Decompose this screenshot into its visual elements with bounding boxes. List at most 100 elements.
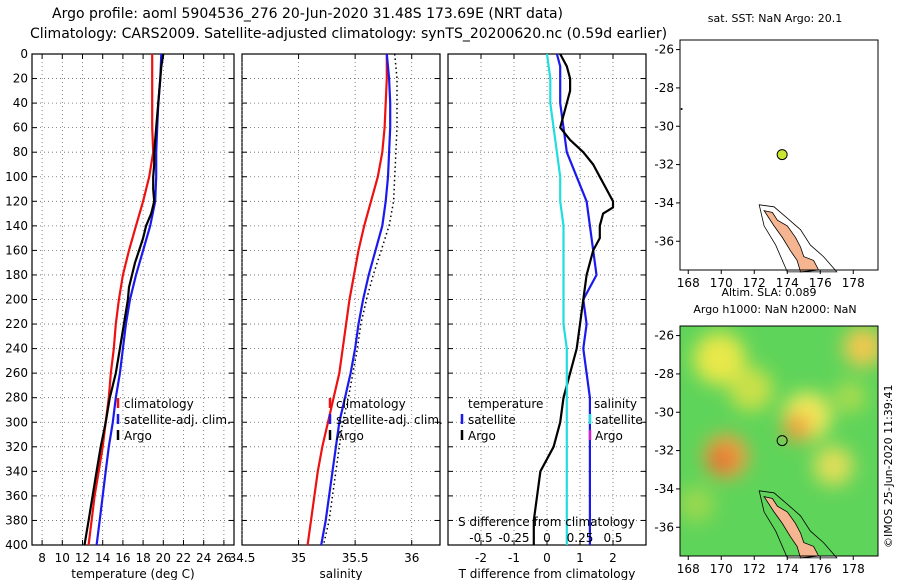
x-axis-label: salinity <box>319 567 362 580</box>
argo-float-marker <box>776 149 788 161</box>
legend-label: Argo <box>468 429 496 443</box>
y-tick-label: 140 <box>5 219 28 233</box>
sla-blob <box>833 380 866 413</box>
sla-field <box>680 327 878 523</box>
y-tick-label: 380 <box>5 513 28 527</box>
coast-contour <box>758 204 838 273</box>
sla-blob <box>843 327 878 368</box>
legend-label: climatology <box>124 397 194 411</box>
coast-contour <box>758 490 838 559</box>
sla-blob <box>693 332 746 385</box>
lon-tick-label: 168 <box>677 562 700 576</box>
title-line-1: Argo profile: aoml 5904536_276 20-Jun-20… <box>52 6 564 22</box>
x-tick-label: 26 <box>216 551 231 565</box>
x-tick-label: 35.5 <box>342 551 369 565</box>
title-line-2: Climatology: CARS2009. Satellite-adjuste… <box>30 26 668 42</box>
x-tick-label: 8 <box>38 551 46 565</box>
y-tick-label: 100 <box>5 170 28 184</box>
x-axis-label: temperature (deg C) <box>71 567 194 580</box>
x-tick-label-s: -0.5 <box>469 531 492 545</box>
series-t-satellite <box>555 53 598 545</box>
lon-tick-label: 174 <box>776 276 799 290</box>
sla-blob <box>709 448 734 473</box>
map-sla: 168 170 172 174 176 178 -26 -28 -30 -32 -34 -36 Alti… <box>654 286 879 576</box>
lon-tick-label: 168 <box>677 276 700 290</box>
lat-tick-label: -30 <box>654 405 674 419</box>
map-title: sat. SST: NaN Argo: 20.1 <box>708 12 842 25</box>
y-tick-label: 40 <box>13 96 28 110</box>
map-subtitle: Altim. SLA: 0.089 <box>721 286 816 299</box>
series-satellite-adj-clim- <box>95 53 163 546</box>
chart-temperature: 8 10 12 14 16 18 20 22 24 26020406080100120140160… <box>5 47 235 580</box>
lon-tick-label: 170 <box>710 276 733 290</box>
x-tick-label: 16 <box>115 551 130 565</box>
x-tick-label-s: -0.25 <box>498 531 529 545</box>
sla-blob <box>783 413 812 442</box>
legend-title-t: temperature <box>468 397 543 411</box>
series-argo <box>322 53 398 546</box>
lon-tick-label: 170 <box>710 562 733 576</box>
map-title: Argo h1000: NaN h2000: NaN <box>693 303 856 316</box>
y-tick-label: 60 <box>13 121 28 135</box>
legend-label: climatology <box>336 397 406 411</box>
lat-tick-label: -28 <box>654 367 674 381</box>
lat-tick-label: -30 <box>654 119 674 133</box>
y-tick-label: 0 <box>20 47 28 61</box>
y-tick-label: 300 <box>5 415 28 429</box>
x-tick-label: 24 <box>196 551 211 565</box>
legend-label: satellite <box>595 413 643 427</box>
lat-tick-label: -36 <box>654 520 674 534</box>
y-tick-label: 160 <box>5 243 28 257</box>
lat-tick-label: -26 <box>654 329 674 343</box>
sla-blob <box>728 367 773 412</box>
y-tick-label: 280 <box>5 391 28 405</box>
credit-text: ©IMOS 25-Jun-2020 11:39:41 <box>882 384 895 548</box>
legend-label: Argo <box>595 429 623 443</box>
x-tick-label-s: 0.25 <box>567 531 594 545</box>
lat-tick-label: -36 <box>654 234 674 248</box>
lat-tick-label: -32 <box>654 444 674 458</box>
lon-tick-label: 176 <box>809 562 832 576</box>
y-tick-label: 240 <box>5 342 28 356</box>
y-tick-label: 200 <box>5 293 28 307</box>
y-tick-label: 180 <box>5 268 28 282</box>
legend-label: satellite-adj. clim. <box>336 413 443 427</box>
series-argo <box>83 53 165 546</box>
map-frame <box>679 325 879 557</box>
legend-label: satellite <box>468 413 516 427</box>
y-tick-label: 340 <box>5 464 28 478</box>
y-tick-label: 220 <box>5 317 28 331</box>
x-axis-label-2: S difference from climatology <box>458 515 635 529</box>
sla-blob <box>680 486 715 523</box>
y-tick-label: 320 <box>5 440 28 454</box>
y-tick-label: 80 <box>13 145 28 159</box>
lon-tick-label: 172 <box>743 276 766 290</box>
lon-tick-label: 178 <box>842 276 865 290</box>
x-tick-label: 20 <box>156 551 171 565</box>
series-climatology <box>87 54 155 546</box>
lat-tick-label: -28 <box>654 81 674 95</box>
y-tick-label: 360 <box>5 489 28 503</box>
x-tick-label: 0 <box>543 551 551 565</box>
chart-salinity: 34.5 35 35.5 36 salinity climatology satellite… <box>229 53 443 580</box>
series-t-argo <box>532 53 615 545</box>
land-north-island <box>763 209 820 273</box>
x-tick-label: 1 <box>576 551 584 565</box>
lon-tick-label: 176 <box>809 276 832 290</box>
x-tick-label-s: 0.5 <box>603 531 622 545</box>
x-tick-label-s: 0 <box>543 531 551 545</box>
x-tick-label: 18 <box>135 551 150 565</box>
lon-tick-label: 174 <box>776 562 799 576</box>
argo-float-marker <box>776 435 788 447</box>
legend-title-s: salinity <box>594 397 637 411</box>
legend-label: Argo <box>336 429 364 443</box>
y-tick-label: 400 <box>5 538 28 552</box>
x-tick-label: 12 <box>75 551 90 565</box>
lat-tick-label: -26 <box>654 43 674 57</box>
lon-tick-label: 178 <box>842 562 865 576</box>
series-s-satellite <box>545 53 568 545</box>
y-tick-label: 120 <box>5 194 28 208</box>
x-tick-label: 35 <box>291 551 306 565</box>
x-tick-label: 2 <box>609 551 617 565</box>
legend-label: Argo <box>124 429 152 443</box>
